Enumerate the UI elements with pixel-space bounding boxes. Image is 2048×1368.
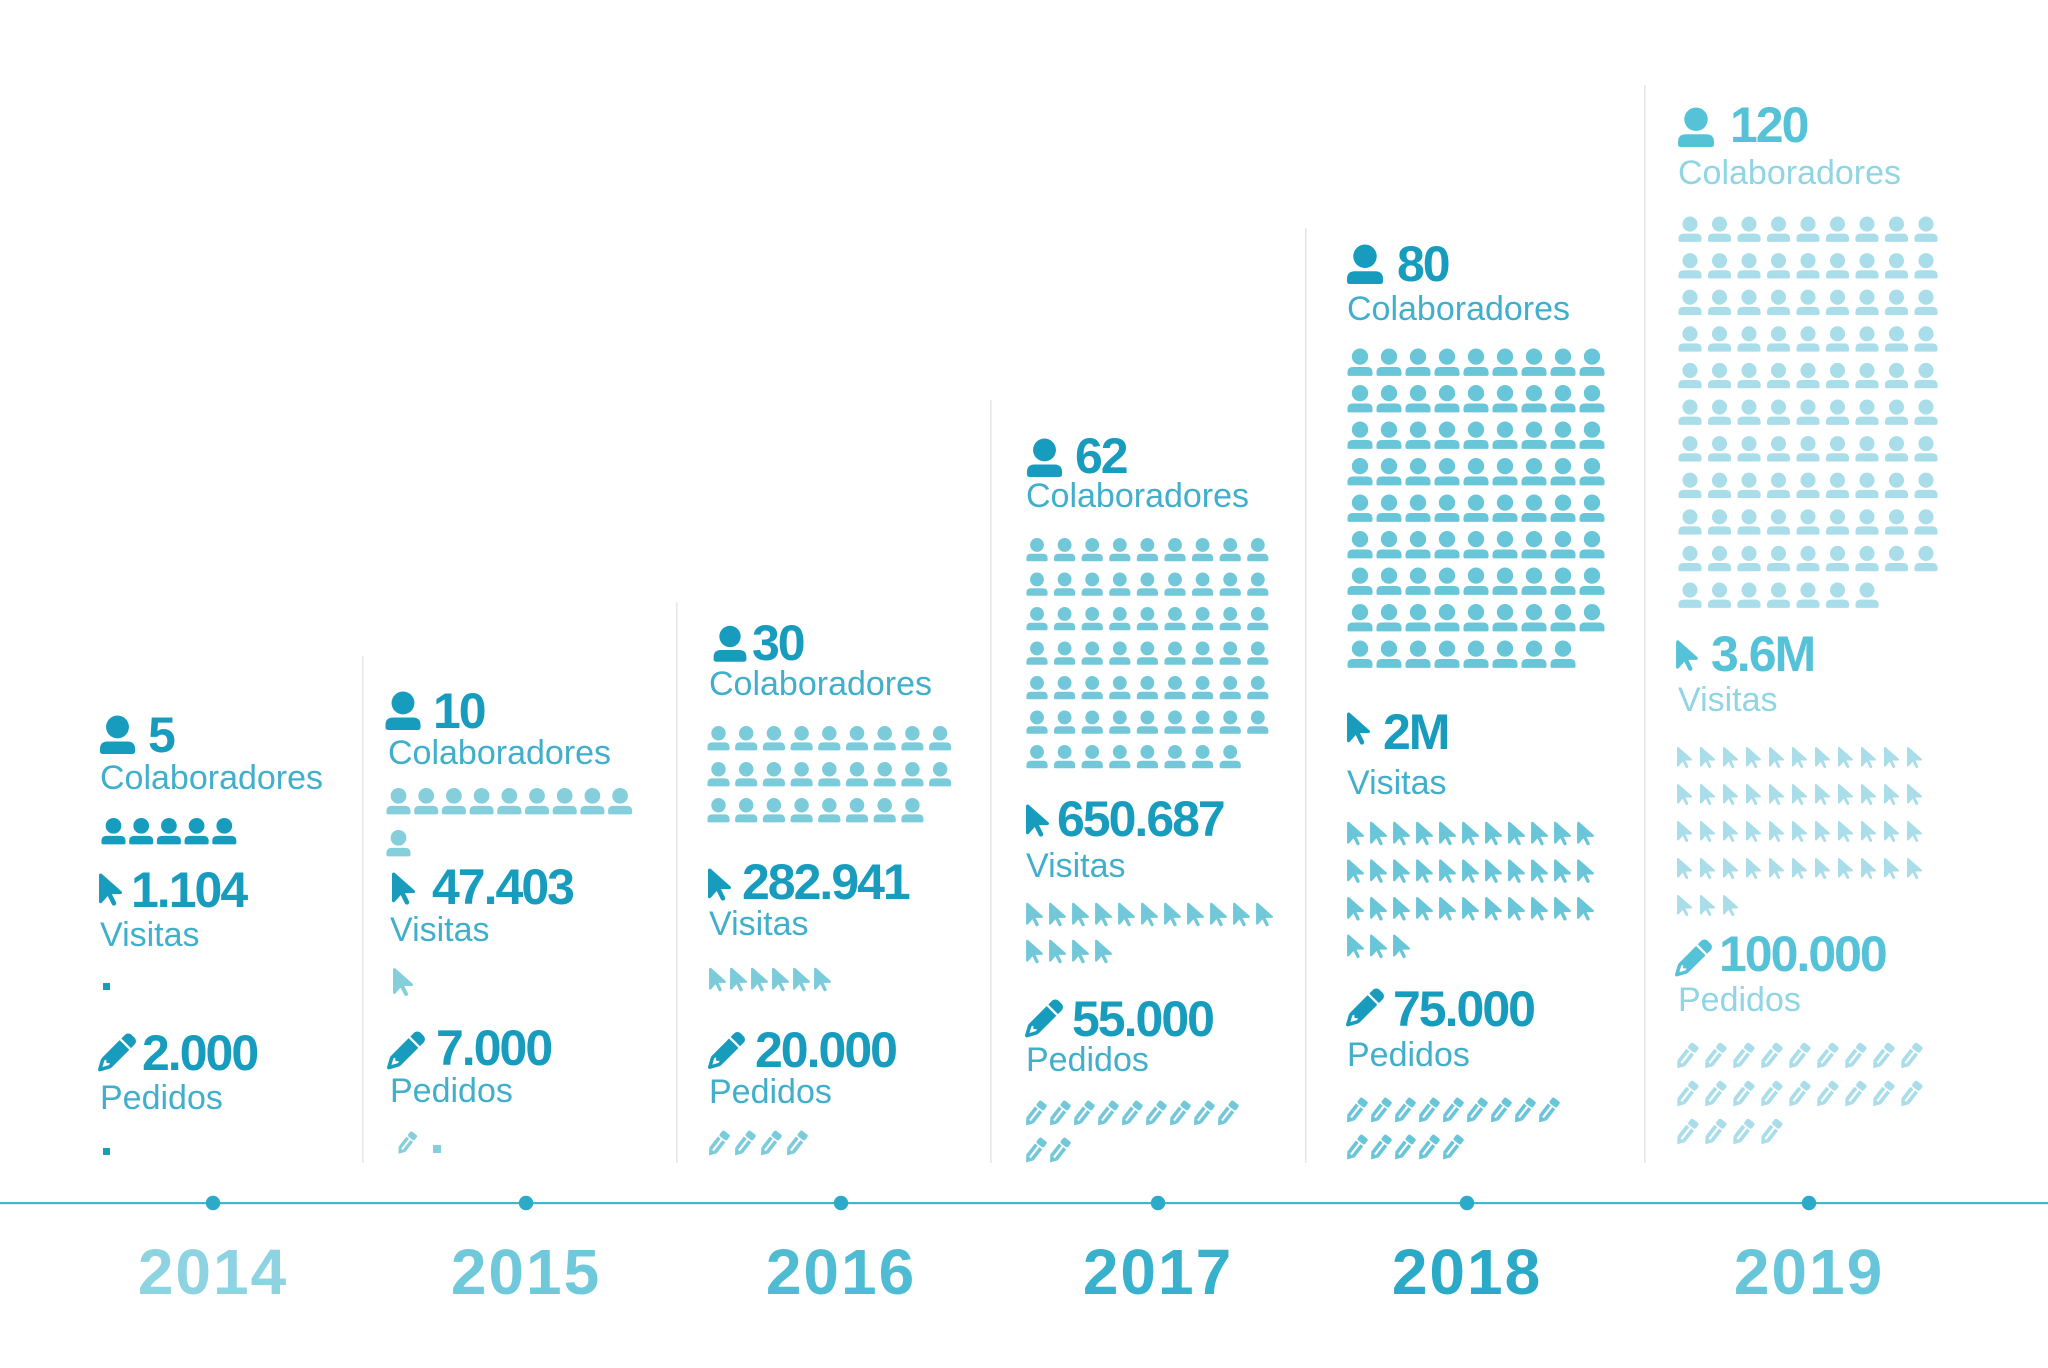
svg-text:2017: 2017 <box>1083 1236 1233 1308</box>
svg-text:2015: 2015 <box>451 1236 601 1308</box>
svg-text:80: 80 <box>1397 236 1449 292</box>
svg-text:75.000: 75.000 <box>1393 981 1534 1037</box>
svg-text:5: 5 <box>148 707 175 763</box>
svg-text:55.000: 55.000 <box>1072 991 1213 1047</box>
svg-text:2.000: 2.000 <box>142 1025 257 1081</box>
svg-text:Pedidos: Pedidos <box>1678 981 1801 1019</box>
svg-text:2M: 2M <box>1383 704 1448 760</box>
svg-text:7.000: 7.000 <box>436 1020 551 1076</box>
svg-text:Colaboradores: Colaboradores <box>1678 154 1901 192</box>
svg-text:282.941: 282.941 <box>742 854 910 910</box>
svg-text:1.104: 1.104 <box>131 862 248 918</box>
svg-text:Visitas: Visitas <box>1347 764 1447 802</box>
svg-text:Colaboradores: Colaboradores <box>100 759 323 797</box>
svg-text:Colaboradores: Colaboradores <box>1347 290 1570 328</box>
svg-text:2019: 2019 <box>1734 1236 1884 1308</box>
svg-text:2016: 2016 <box>766 1236 916 1308</box>
svg-text:Colaboradores: Colaboradores <box>709 665 932 703</box>
svg-text:Visitas: Visitas <box>390 911 490 949</box>
svg-text:650.687: 650.687 <box>1057 791 1224 847</box>
svg-text:Pedidos: Pedidos <box>709 1073 832 1111</box>
svg-text:47.403: 47.403 <box>432 859 573 915</box>
svg-text:2018: 2018 <box>1392 1236 1542 1308</box>
svg-text:Visitas: Visitas <box>1026 847 1126 885</box>
svg-text:3.6M: 3.6M <box>1711 626 1814 682</box>
svg-text:20.000: 20.000 <box>755 1022 896 1078</box>
svg-text:Visitas: Visitas <box>709 905 809 943</box>
svg-text:120: 120 <box>1730 97 1808 153</box>
svg-text:Pedidos: Pedidos <box>1026 1041 1149 1079</box>
svg-text:100.000: 100.000 <box>1719 926 1886 982</box>
svg-text:30: 30 <box>752 615 804 671</box>
svg-text:62: 62 <box>1075 428 1127 484</box>
svg-text:Pedidos: Pedidos <box>100 1079 223 1117</box>
svg-text:Visitas: Visitas <box>1678 681 1778 719</box>
svg-text:Visitas: Visitas <box>100 916 200 954</box>
svg-text:Colaboradores: Colaboradores <box>1026 477 1249 515</box>
svg-text:Pedidos: Pedidos <box>390 1072 513 1110</box>
svg-text:10: 10 <box>433 683 485 739</box>
svg-text:Pedidos: Pedidos <box>1347 1036 1470 1074</box>
svg-text:Colaboradores: Colaboradores <box>388 734 611 772</box>
svg-text:2014: 2014 <box>138 1236 288 1308</box>
